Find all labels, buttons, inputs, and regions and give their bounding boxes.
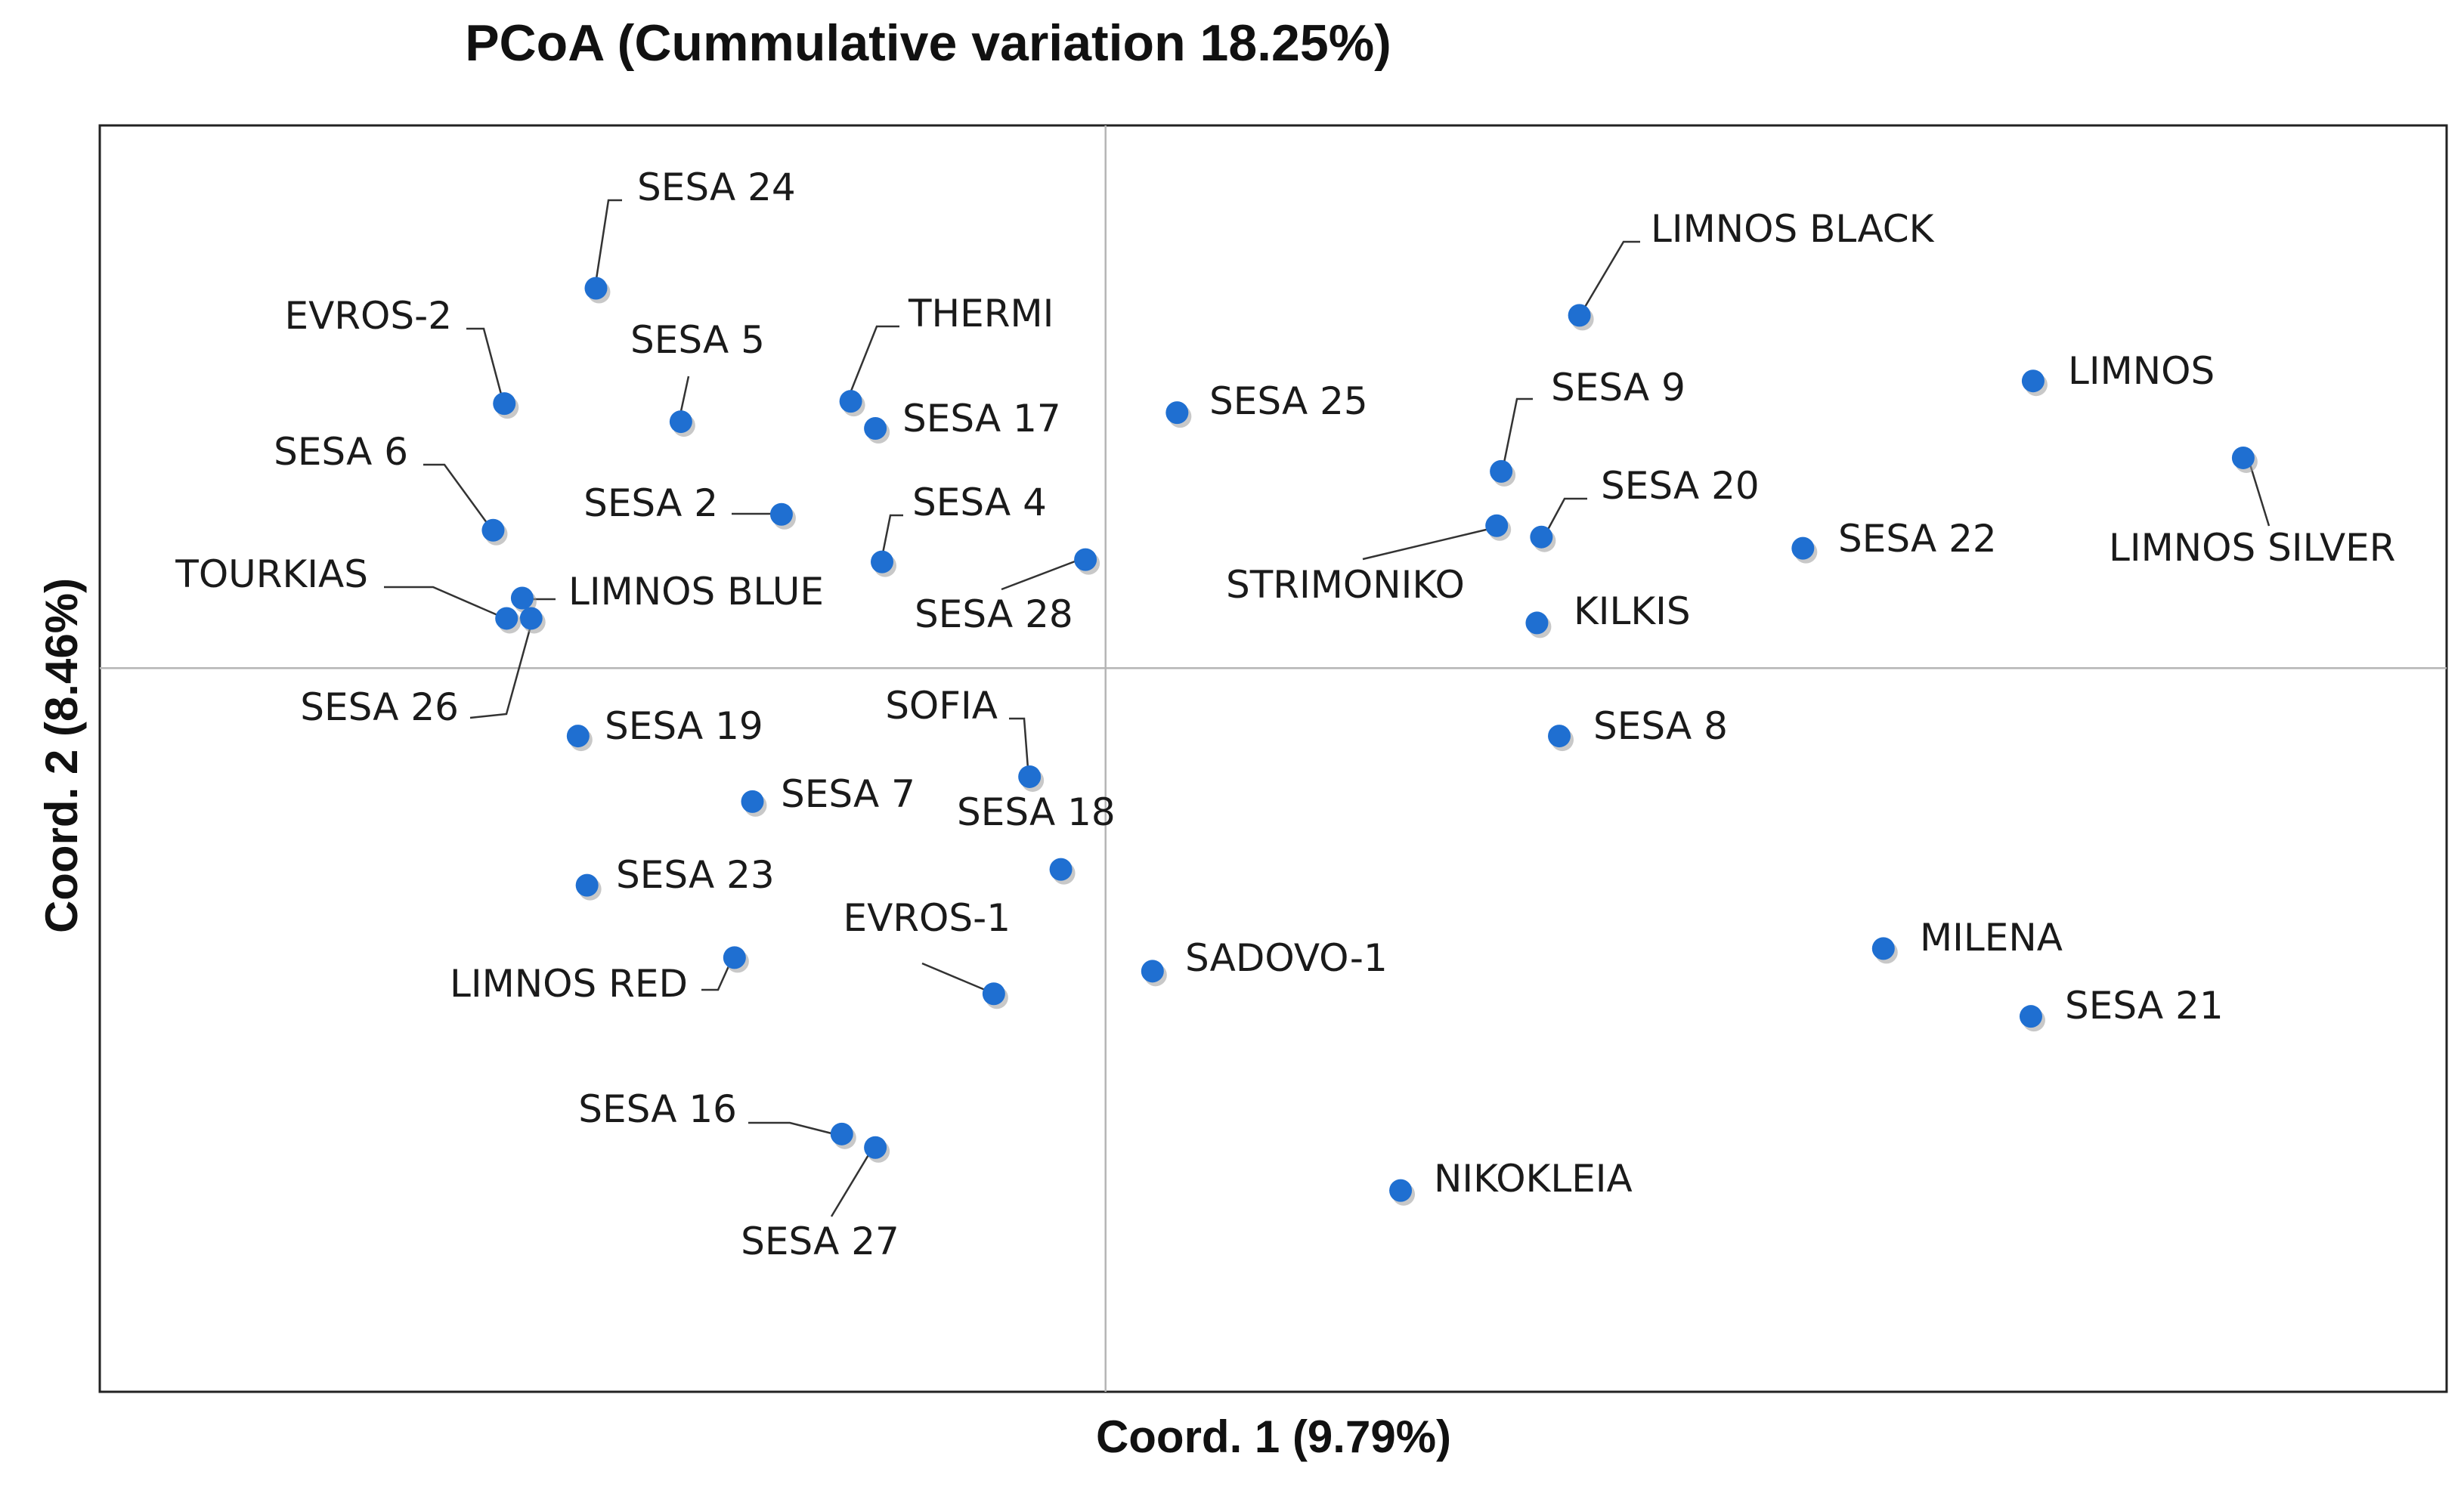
point-label-sesa-24: SESA 24 [637,165,796,209]
data-point-sesa-18 [1049,858,1073,881]
point-label-sesa-25: SESA 25 [1209,379,1368,423]
data-point-evros-2 [493,392,516,416]
leader-line-sesa-28 [1001,558,1082,591]
data-point-milena [1871,937,1895,960]
chart-title: PCoA (Cummulative variation 18.25%) [465,14,1391,72]
point-label-sesa-23: SESA 23 [616,853,775,897]
data-point-sesa-2 [769,502,793,526]
data-point-limnos-silver [2231,446,2255,469]
leader-line-tourkias [384,586,509,621]
point-label-sofia: SOFIA [885,684,998,728]
point-labels: SESA 24 EVROS-2 SESA 5 THERMI SESA 17 SESA 25… [175,165,2395,1263]
plot-frame [98,124,2448,1393]
point-label-strimoniko: STRIMONIKO [1226,563,1465,607]
point-label-sesa-5: SESA 5 [630,318,765,362]
data-point-sesa-25 [1165,401,1189,425]
data-point-limnos-blue [519,607,543,630]
data-point-sesa-16 [830,1122,853,1145]
data-point-strimoniko [1485,514,1509,537]
point-label-milena: MILENA [1920,916,2063,960]
data-point-limnos-black [1568,304,1591,327]
point-label-sesa-17: SESA 17 [902,397,1061,441]
data-point-sesa-20 [1530,525,1553,549]
point-label-evros-2: EVROS-2 [285,294,452,338]
data-point-limnos [2021,369,2045,393]
data-point-sesa-5 [669,410,692,434]
point-label-sesa-2: SESA 2 [583,481,718,525]
point-label-limnos-black: LIMNOS BLACK [1651,207,1935,251]
point-label-sesa-22: SESA 22 [1838,517,1997,561]
leader-line-sesa-9 [1501,397,1533,471]
point-label-sadovo-1: SADOVO-1 [1185,936,1388,980]
point-label-sesa-9: SESA 9 [1551,366,1685,410]
leader-line-sesa-27 [830,1149,873,1217]
point-label-nikokleia: NIKOKLEIA [1434,1157,1633,1201]
data-point-sadovo-1 [1141,960,1164,983]
point-label-sesa-18: SESA 18 [957,790,1116,834]
data-point-sesa-19 [566,725,590,748]
point-label-tourkias: TOURKIAS [175,552,368,596]
data-point-sesa-27 [864,1136,887,1159]
leader-line-sesa-6 [423,463,493,530]
leader-line-limnos-black [1578,240,1640,317]
data-point-limnos-red [723,946,746,969]
data-points [481,277,2258,1206]
point-label-sesa-8: SESA 8 [1593,704,1728,748]
leader-line-thermi [846,325,899,401]
point-label-limnos-red: LIMNOS RED [450,962,688,1006]
leader-line-limnos-red [701,959,733,991]
data-point-kilkis [1525,611,1549,635]
point-label-sesa-21: SESA 21 [2065,984,2224,1028]
data-point-sofia [1018,765,1042,788]
point-label-sesa-27: SESA 27 [741,1220,899,1263]
data-point-tourkias [510,586,534,610]
leader-line-strimoniko [1362,525,1500,561]
data-point-thermi [839,390,862,413]
leader-lines [384,199,2271,1217]
data-point-sesa-6 [481,518,505,542]
point-label-sesa-28: SESA 28 [915,592,1073,636]
leader-line-sesa-4 [880,514,903,561]
data-point-sesa-21 [2019,1005,2042,1028]
data-point-sesa-4 [871,550,893,573]
leader-line-sesa-24 [593,199,622,289]
point-label-sesa-16: SESA 16 [578,1087,737,1131]
point-label-sesa-6: SESA 6 [274,430,408,474]
point-label-kilkis: KILKIS [1574,589,1691,633]
point-label-thermi: THERMI [908,292,1054,335]
data-point-sesa-8 [1548,725,1571,748]
data-point-sesa-26 [495,607,518,630]
x-axis-label: Coord. 1 (9.79%) [1096,1411,1451,1462]
data-point-nikokleia [1389,1179,1413,1202]
data-point-sesa-24 [584,277,608,300]
point-label-sesa-19: SESA 19 [605,704,763,748]
point-label-limnos-silver: LIMNOS SILVER [2109,526,2396,570]
leader-line-sesa-16 [748,1121,841,1137]
point-label-sesa-26: SESA 26 [300,685,459,729]
leader-line-sesa-26 [469,617,534,719]
leader-line-sofia [1009,717,1030,779]
data-point-sesa-23 [575,873,599,897]
data-point-sesa-28 [1074,548,1097,571]
data-point-sesa-17 [864,417,887,441]
point-label-limnos-blue: LIMNOS BLUE [568,570,824,614]
data-point-evros-1 [982,982,1005,1006]
data-point-sesa-7 [741,790,764,813]
leader-line-sesa-20 [1543,497,1587,537]
point-label-limnos: LIMNOS [2068,349,2215,393]
y-axis-label: Coord. 2 (8.46%) [36,578,87,933]
point-label-sesa-7: SESA 7 [781,772,915,816]
point-label-sesa-4: SESA 4 [912,481,1047,524]
leader-line-evros-1 [921,962,995,995]
data-point-sesa-22 [1791,536,1815,560]
data-point-sesa-9 [1490,459,1513,483]
point-label-sesa-20: SESA 20 [1601,464,1760,508]
point-label-evros-1: EVROS-1 [844,896,1011,940]
leader-line-evros-2 [466,327,505,403]
